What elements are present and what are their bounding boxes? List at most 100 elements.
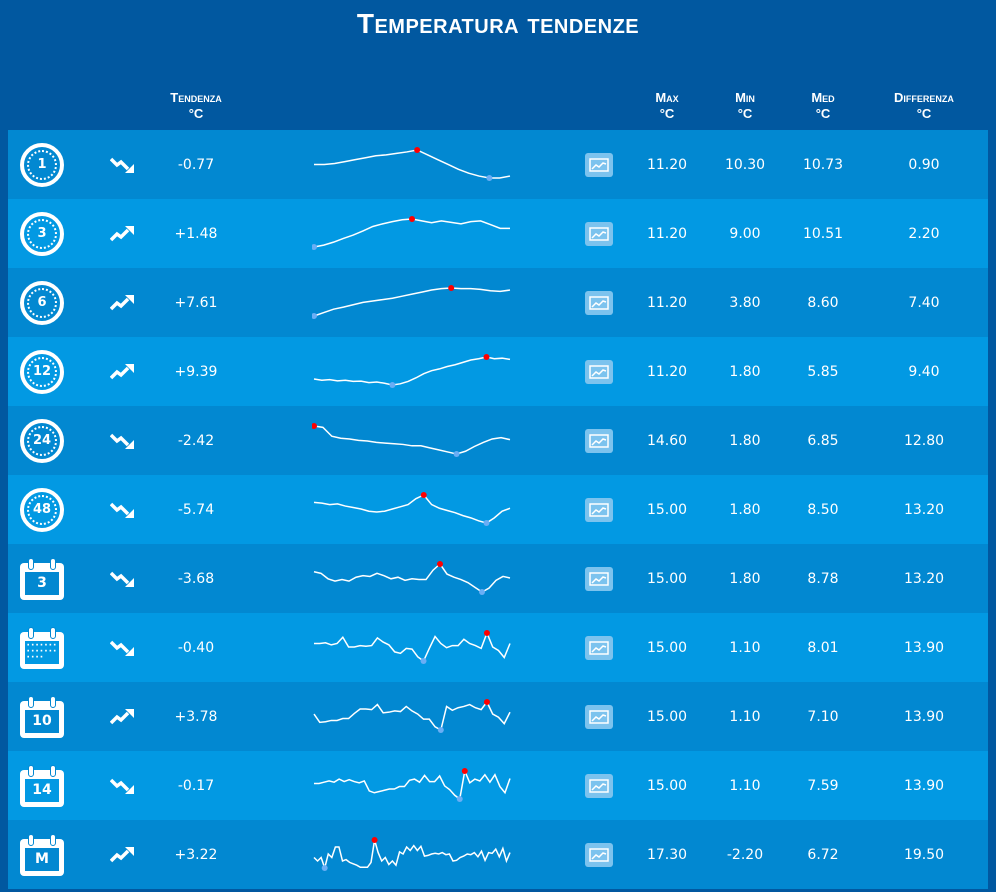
sparkline-max-dot: [448, 284, 455, 291]
trend-down-icon: [108, 130, 138, 199]
chart-icon[interactable]: [585, 290, 613, 315]
header-med: Med °C: [763, 90, 883, 122]
chart-icon[interactable]: [585, 152, 613, 177]
med-value: 8.60: [807, 294, 839, 311]
table-row: 6 +7.61 11.20 3.80 8.60 7.40: [8, 268, 988, 337]
period-label: M: [35, 851, 49, 867]
med-value: 10.73: [802, 156, 844, 173]
header-label: Differenza: [894, 90, 954, 105]
trend-down-icon: [108, 475, 138, 544]
table-row: 1 -0.77 11.20 10.30 10.73 0.90: [8, 130, 988, 199]
header-unit: °C: [659, 106, 675, 121]
min-value: 3.80: [729, 294, 761, 311]
min-value: 1.10: [729, 777, 761, 794]
period-cell: 10: [20, 682, 64, 751]
min-value: 10.30: [724, 156, 766, 173]
open-chart-button[interactable]: [584, 613, 614, 682]
sparkline-chart: [312, 215, 510, 250]
min-value: -2.20: [726, 846, 764, 863]
open-chart-button[interactable]: [584, 130, 614, 199]
header-label: Max: [655, 90, 679, 105]
med-value: 6.85: [807, 432, 839, 449]
header-tendenza: Tendenza °C: [136, 90, 256, 122]
open-chart-button[interactable]: [584, 751, 614, 820]
min-value: 1.80: [729, 363, 761, 380]
med-value: 8.50: [807, 501, 839, 518]
sparkline-min-dot: [389, 381, 396, 388]
open-chart-button[interactable]: [584, 268, 614, 337]
diff-value: 2.20: [908, 225, 940, 242]
table-row: 10 +3.78 15.00 1.10 7.10 13.90: [8, 682, 988, 751]
open-chart-button[interactable]: [584, 406, 614, 475]
open-chart-button[interactable]: [584, 199, 614, 268]
header-min: Min °C: [685, 90, 805, 122]
sparkline-min-dot: [479, 588, 485, 595]
open-chart-button[interactable]: [584, 682, 614, 751]
header-differenza: Differenza °C: [864, 90, 984, 122]
calendar-icon: 14: [20, 764, 64, 807]
period-label: 3: [37, 226, 47, 241]
clock-icon: 24: [20, 418, 64, 463]
min-value: 1.80: [729, 501, 761, 518]
sparkline: [310, 130, 514, 199]
period-label: 3: [37, 575, 47, 591]
sparkline-chart: [312, 422, 511, 457]
sparkline-chart: [312, 284, 511, 319]
sparkline-line: [313, 839, 511, 871]
chart-icon[interactable]: [585, 704, 613, 729]
diff-value: 13.90: [903, 708, 945, 725]
sparkline: [310, 820, 514, 889]
tendenza-value: +3.22: [174, 846, 218, 863]
period-label: 6: [37, 295, 47, 310]
sparkline-chart: [313, 560, 511, 595]
max-value: 17.30: [646, 846, 688, 863]
diff-value: 19.50: [903, 846, 945, 863]
tendenza-value: -3.68: [177, 570, 215, 587]
max-value: 11.20: [646, 156, 688, 173]
sparkline-chart: [313, 353, 511, 388]
max-value: 15.00: [646, 708, 688, 725]
sparkline-min-dot: [321, 864, 328, 871]
chart-icon[interactable]: [585, 635, 613, 660]
trend-up-icon: [108, 199, 138, 268]
sparkline-min-dot: [486, 174, 493, 181]
chart-icon[interactable]: [585, 842, 613, 867]
trend-up-icon: [108, 820, 138, 889]
header-unit: °C: [188, 106, 204, 121]
trend-down-icon: [108, 544, 138, 613]
clock-icon: 1: [20, 142, 64, 187]
sparkline: [310, 199, 514, 268]
period-label: 1: [37, 157, 47, 172]
chart-icon[interactable]: [585, 221, 613, 246]
chart-icon[interactable]: [585, 497, 613, 522]
open-chart-button[interactable]: [584, 337, 614, 406]
period-cell: 12: [20, 337, 64, 406]
max-value: 15.00: [646, 639, 688, 656]
open-chart-button[interactable]: [584, 544, 614, 613]
max-value: 15.00: [646, 501, 688, 518]
chart-icon[interactable]: [585, 428, 613, 453]
table-row: ······· ······· ···· -0.40 15.00 1.10 8.01…: [8, 613, 988, 682]
table-row: 3 +1.48 11.20 9.00 10.51 2.20: [8, 199, 988, 268]
header-label: Min: [735, 90, 755, 105]
sparkline-line: [313, 700, 511, 731]
header-unit: °C: [737, 106, 753, 121]
max-value: 15.00: [646, 777, 688, 794]
open-chart-button[interactable]: [584, 475, 614, 544]
chart-icon[interactable]: [585, 566, 613, 591]
chart-icon[interactable]: [585, 359, 613, 384]
sparkline-line: [313, 424, 511, 455]
diff-value: 13.90: [903, 777, 945, 794]
open-chart-button[interactable]: [584, 820, 614, 889]
diff-value: 13.90: [903, 639, 945, 656]
trend-table: 1 -0.77 11.20 10.30 10.73 0.90 3 +1.48 1…: [8, 130, 988, 889]
table-row: 12 +9.39 11.20 1.80 5.85 9.40: [8, 337, 988, 406]
table-row: 48 -5.74 15.00 1.80 8.50 13.20: [8, 475, 988, 544]
clock-icon: 3: [20, 211, 64, 256]
sparkline-chart: [314, 629, 511, 664]
sparkline-max-dot: [483, 629, 490, 636]
chart-icon[interactable]: [585, 773, 613, 798]
sparkline-min-dot: [420, 657, 427, 664]
header-label: Tendenza: [170, 90, 222, 105]
sparkline-line: [314, 630, 511, 662]
